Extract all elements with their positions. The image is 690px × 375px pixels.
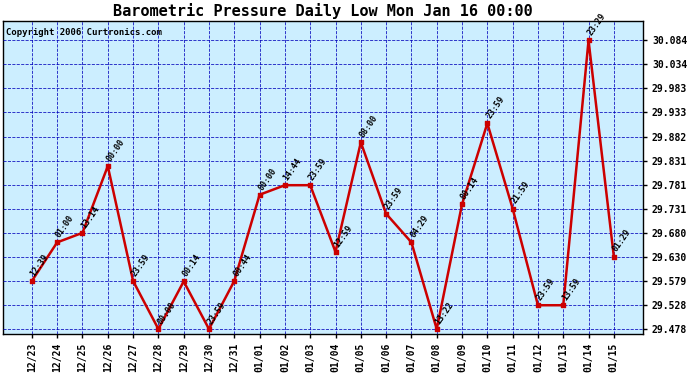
Title: Barometric Pressure Daily Low Mon Jan 16 00:00: Barometric Pressure Daily Low Mon Jan 16… bbox=[113, 3, 533, 19]
Text: 00:14: 00:14 bbox=[181, 253, 202, 278]
Text: 00:44: 00:44 bbox=[231, 252, 253, 278]
Point bbox=[128, 278, 139, 284]
Text: 23:59: 23:59 bbox=[383, 185, 405, 211]
Point bbox=[457, 201, 468, 207]
Point bbox=[482, 120, 493, 126]
Text: 00:14: 00:14 bbox=[459, 176, 481, 201]
Text: 23:59: 23:59 bbox=[484, 94, 506, 120]
Text: 23:59: 23:59 bbox=[535, 277, 557, 302]
Text: 00:00: 00:00 bbox=[257, 166, 278, 192]
Point bbox=[26, 278, 37, 284]
Point bbox=[406, 239, 417, 245]
Point bbox=[102, 163, 113, 169]
Text: 00:00: 00:00 bbox=[155, 300, 177, 326]
Point bbox=[178, 278, 189, 284]
Text: 23:59: 23:59 bbox=[206, 300, 228, 326]
Text: 23:59: 23:59 bbox=[307, 156, 329, 182]
Point bbox=[355, 140, 366, 146]
Point bbox=[305, 182, 316, 188]
Text: Copyright 2006 Curtronics.com: Copyright 2006 Curtronics.com bbox=[6, 28, 162, 37]
Point bbox=[153, 326, 164, 332]
Text: 12:59: 12:59 bbox=[333, 223, 354, 249]
Point bbox=[533, 302, 544, 308]
Point bbox=[204, 326, 215, 332]
Point bbox=[381, 211, 392, 217]
Text: 23:59: 23:59 bbox=[130, 252, 152, 278]
Text: 04:29: 04:29 bbox=[408, 214, 430, 239]
Text: 13:59: 13:59 bbox=[560, 277, 582, 302]
Point bbox=[609, 254, 620, 260]
Point bbox=[507, 206, 518, 212]
Text: 13:22: 13:22 bbox=[434, 300, 455, 326]
Text: 13:14: 13:14 bbox=[79, 204, 101, 230]
Text: 12:39: 12:39 bbox=[29, 252, 50, 278]
Point bbox=[583, 38, 594, 44]
Point bbox=[431, 326, 442, 332]
Text: 00:00: 00:00 bbox=[105, 138, 126, 163]
Point bbox=[52, 239, 63, 245]
Text: 01:00: 01:00 bbox=[55, 214, 76, 239]
Text: 14:44: 14:44 bbox=[282, 156, 304, 182]
Point bbox=[77, 230, 88, 236]
Text: 21:59: 21:59 bbox=[510, 180, 531, 206]
Text: 23:29: 23:29 bbox=[586, 12, 607, 38]
Text: 08:00: 08:00 bbox=[358, 114, 380, 139]
Text: 01:29: 01:29 bbox=[611, 228, 633, 254]
Point bbox=[229, 278, 240, 284]
Point bbox=[558, 302, 569, 308]
Point bbox=[279, 182, 290, 188]
Point bbox=[330, 249, 341, 255]
Point bbox=[254, 192, 265, 198]
